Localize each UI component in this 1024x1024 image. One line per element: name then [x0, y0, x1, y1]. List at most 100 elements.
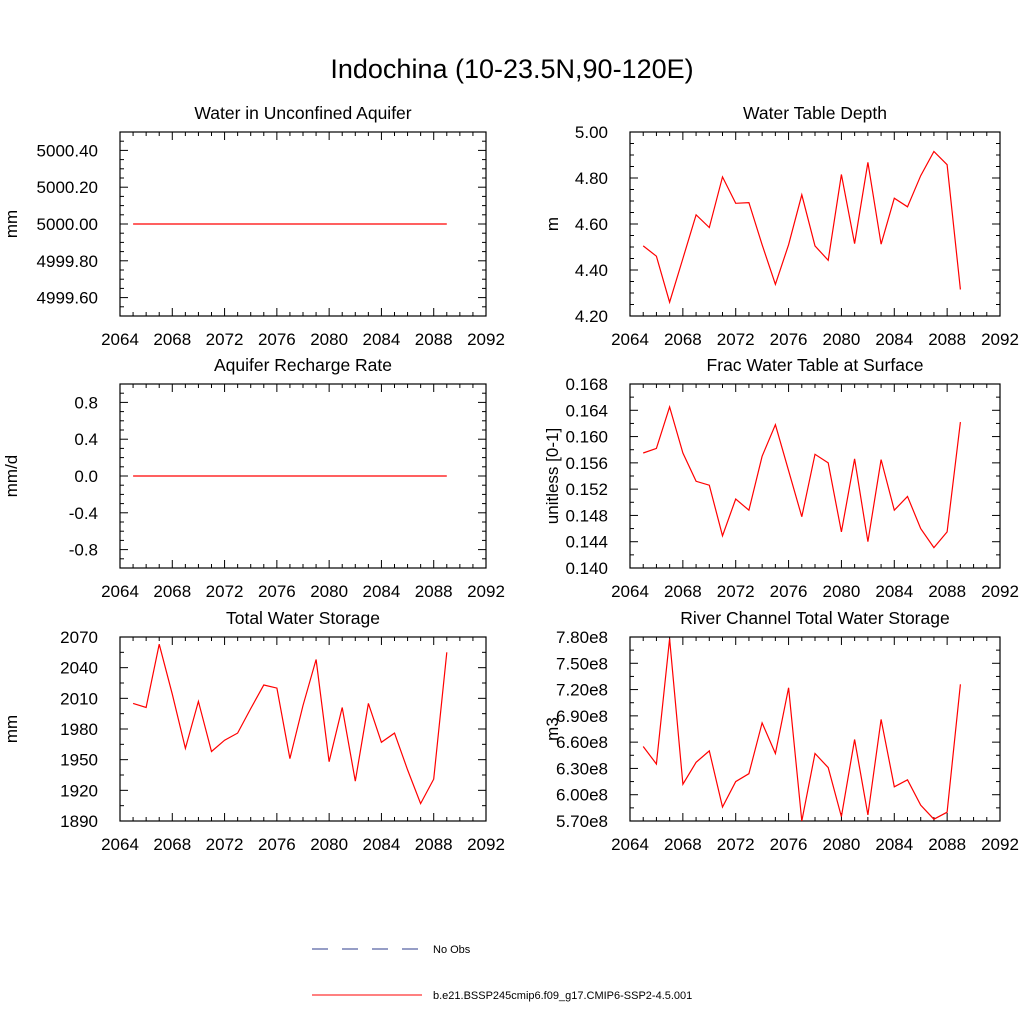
- x-tick-label: 2088: [415, 582, 453, 601]
- x-tick-label: 2068: [664, 330, 702, 349]
- x-tick-label: 2084: [875, 582, 913, 601]
- x-tick-label: 2080: [823, 835, 861, 854]
- x-tick-label: 2064: [101, 582, 139, 601]
- plot-frame: [629, 383, 1001, 569]
- x-tick-label: 2072: [717, 582, 755, 601]
- x-tick-label: 2088: [928, 330, 966, 349]
- x-tick-label: 2084: [363, 330, 401, 349]
- x-tick-label: 2092: [981, 582, 1019, 601]
- x-tick-label: 2068: [153, 330, 191, 349]
- x-tick-label: 2088: [928, 835, 966, 854]
- x-tick-label: 2092: [981, 330, 1019, 349]
- y-tick-label: 5.70e8: [556, 812, 608, 831]
- x-tick-label: 2064: [611, 330, 649, 349]
- plot-frame: [629, 131, 1001, 317]
- x-tick-label: 2084: [875, 835, 913, 854]
- y-tick-label: 4.80: [575, 169, 608, 188]
- legend: No Obs b.e21.BSSP245cmip6.f09_g17.CMIP6-S…: [312, 944, 692, 1002]
- y-tick-label: 0.160: [565, 428, 608, 447]
- y-tick-label: 0.8: [74, 393, 98, 412]
- y-tick-label: 1980: [60, 720, 98, 739]
- y-tick-label: 0.164: [565, 401, 608, 420]
- x-tick-label: 2072: [206, 330, 244, 349]
- x-tick-label: 2092: [981, 835, 1019, 854]
- y-tick-label: 0.144: [565, 533, 608, 552]
- x-tick-label: 2064: [101, 330, 139, 349]
- chart-panel-5: 2064 2068 2072 2076 2080 2084 2088 2092 5.70e8 6.…: [543, 608, 1019, 854]
- chart-panel-4: 2064 2068 2072 2076 2080 2084 2088 2092 1890 1920…: [2, 608, 505, 854]
- series-line: [643, 404, 961, 549]
- legend-item: No Obs: [312, 944, 471, 956]
- chart-panel-3: 2064 2068 2072 2076 2080 2084 2088 2092 0.140 0.1…: [543, 355, 1019, 601]
- y-tick-label: 5.00: [575, 123, 608, 142]
- y-tick-label: 0.0: [74, 467, 98, 486]
- y-tick-label: 0.148: [565, 506, 608, 525]
- x-tick-label: 2092: [467, 835, 505, 854]
- y-axis-label: mm/d: [2, 455, 21, 498]
- y-tick-label: 4999.60: [37, 289, 98, 308]
- chart-panel-1: 2064 2068 2072 2076 2080 2084 2088 2092 4.20 4.40…: [543, 103, 1019, 349]
- y-tick-label: 7.80e8: [556, 628, 608, 647]
- y-tick-label: 4.40: [575, 261, 608, 280]
- x-tick-label: 2080: [823, 330, 861, 349]
- x-tick-label: 2068: [664, 582, 702, 601]
- x-tick-label: 2068: [664, 835, 702, 854]
- x-tick-label: 2068: [153, 582, 191, 601]
- x-tick-label: 2076: [258, 330, 296, 349]
- y-tick-label: 2070: [60, 628, 98, 647]
- x-tick-label: 2072: [717, 330, 755, 349]
- x-tick-label: 2084: [363, 582, 401, 601]
- x-tick-label: 2088: [415, 330, 453, 349]
- y-tick-label: 6.00e8: [556, 786, 608, 805]
- plot-frame: [119, 636, 487, 822]
- y-axis-label: mm: [2, 715, 21, 743]
- y-axis-label: m: [543, 217, 562, 231]
- x-tick-label: 2072: [206, 835, 244, 854]
- y-tick-label: 0.140: [565, 559, 608, 578]
- y-tick-label: 5000.00: [37, 215, 98, 234]
- y-tick-label: 6.30e8: [556, 759, 608, 778]
- panel-title: Frac Water Table at Surface: [707, 355, 924, 375]
- chart-panel-0: 2064 2068 2072 2076 2080 2084 2088 2092 4999.60 4…: [2, 103, 505, 349]
- x-tick-label: 2076: [258, 582, 296, 601]
- series-line: [132, 644, 448, 806]
- x-tick-label: 2080: [310, 835, 348, 854]
- y-tick-label: 6.60e8: [556, 733, 608, 752]
- x-tick-label: 2092: [467, 582, 505, 601]
- y-tick-label: 0.168: [565, 375, 608, 394]
- y-tick-label: 4999.80: [37, 252, 98, 271]
- x-tick-label: 2076: [258, 835, 296, 854]
- legend-label: b.e21.BSSP245cmip6.f09_g17.CMIP6-SSP2-4.…: [433, 990, 692, 1002]
- y-tick-label: 0.4: [74, 430, 98, 449]
- y-tick-label: 1950: [60, 751, 98, 770]
- y-tick-label: 7.20e8: [556, 681, 608, 700]
- y-tick-label: 2040: [60, 659, 98, 678]
- y-tick-label: 6.90e8: [556, 707, 608, 726]
- y-tick-label: 5000.20: [37, 178, 98, 197]
- y-tick-label: 2010: [60, 689, 98, 708]
- x-tick-label: 2064: [101, 835, 139, 854]
- figure-title: Indochina (10-23.5N,90-120E): [330, 54, 694, 84]
- series-line: [642, 638, 961, 822]
- y-tick-label: 1890: [60, 812, 98, 831]
- x-tick-label: 2092: [467, 330, 505, 349]
- x-tick-label: 2088: [928, 582, 966, 601]
- y-tick-label: 4.60: [575, 215, 608, 234]
- x-tick-label: 2084: [875, 330, 913, 349]
- x-tick-label: 2064: [611, 835, 649, 854]
- x-tick-label: 2088: [415, 835, 453, 854]
- chart-panel-2: 2064 2068 2072 2076 2080 2084 2088 2092 -0.8 -0.4…: [2, 355, 505, 601]
- series-line: [642, 150, 961, 305]
- panel-title: Total Water Storage: [226, 608, 380, 628]
- panel-title: River Channel Total Water Storage: [680, 608, 949, 628]
- y-tick-label: 1920: [60, 781, 98, 800]
- plot-frame: [629, 636, 1001, 822]
- x-tick-label: 2076: [770, 835, 808, 854]
- y-axis-label: mm: [2, 210, 21, 238]
- y-tick-label: 0.152: [565, 480, 608, 499]
- x-tick-label: 2072: [206, 582, 244, 601]
- x-tick-label: 2080: [310, 330, 348, 349]
- legend-item: b.e21.BSSP245cmip6.f09_g17.CMIP6-SSP2-4.…: [312, 990, 692, 1002]
- x-tick-label: 2072: [717, 835, 755, 854]
